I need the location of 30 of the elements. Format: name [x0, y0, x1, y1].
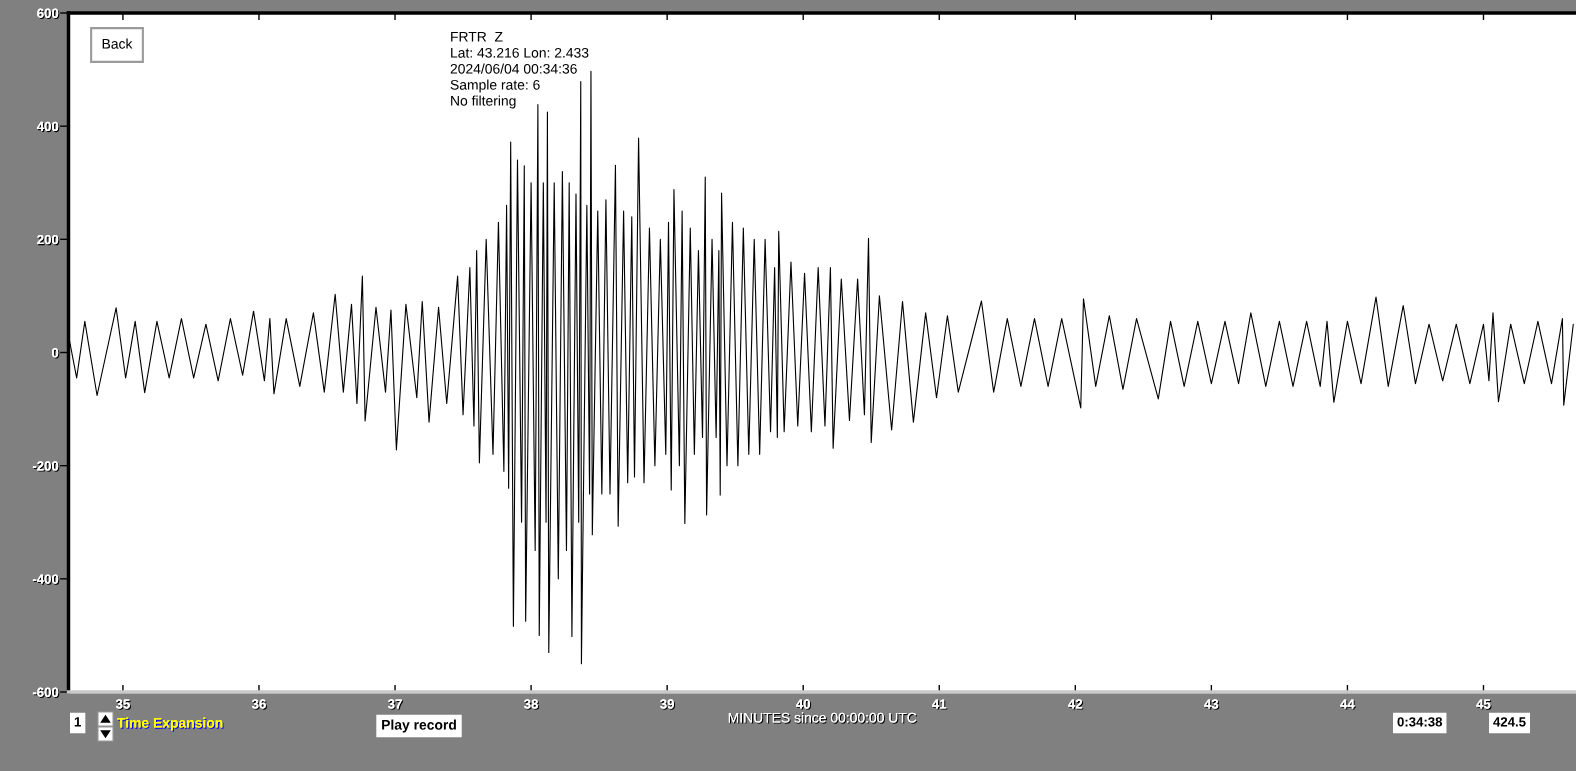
- annotation: Back: [102, 38, 133, 49]
- y-tick-label: 600: [37, 8, 60, 20]
- text: 1: [74, 717, 81, 727]
- annotation: 2024/06/04 00:34:36: [450, 63, 577, 74]
- y-tick-label: -400: [32, 574, 60, 585]
- x-tick-label: 43: [1204, 699, 1220, 710]
- x-tick-label: 40: [796, 699, 812, 710]
- annotation: No filtering: [451, 95, 516, 109]
- x-tick-label: 45: [1476, 699, 1492, 710]
- y-tick-label: 0: [51, 348, 60, 359]
- x-tick-label: 42: [1068, 699, 1084, 710]
- annotation: Sample rate: 6: [450, 79, 540, 93]
- x-tick-label: 35: [115, 699, 131, 710]
- annotation: FRTR Z: [451, 32, 503, 42]
- y-tick-label: 400: [36, 121, 60, 133]
- text: 0:34:38: [1397, 717, 1443, 727]
- x-tick-label: 44: [1340, 699, 1356, 710]
- text: Play record: [382, 719, 456, 733]
- annotation: Lat: 43.216 Lon: 2.433: [451, 47, 589, 58]
- y-tick-label: -200: [32, 461, 60, 472]
- text: Time Expansion: [117, 717, 224, 732]
- x-tick-label: 36: [251, 699, 267, 710]
- x-tick-label: 39: [660, 699, 676, 710]
- y-tick-label: -600: [32, 687, 60, 699]
- y-tick-label: 200: [37, 234, 60, 246]
- x-axis-title: MINUTES since 00:00:00 UTC: [728, 712, 918, 724]
- x-tick-label: 41: [932, 699, 948, 710]
- text: 424.5: [1493, 717, 1526, 727]
- x-tick-label: 37: [388, 699, 403, 710]
- x-tick-label: 38: [524, 699, 540, 710]
